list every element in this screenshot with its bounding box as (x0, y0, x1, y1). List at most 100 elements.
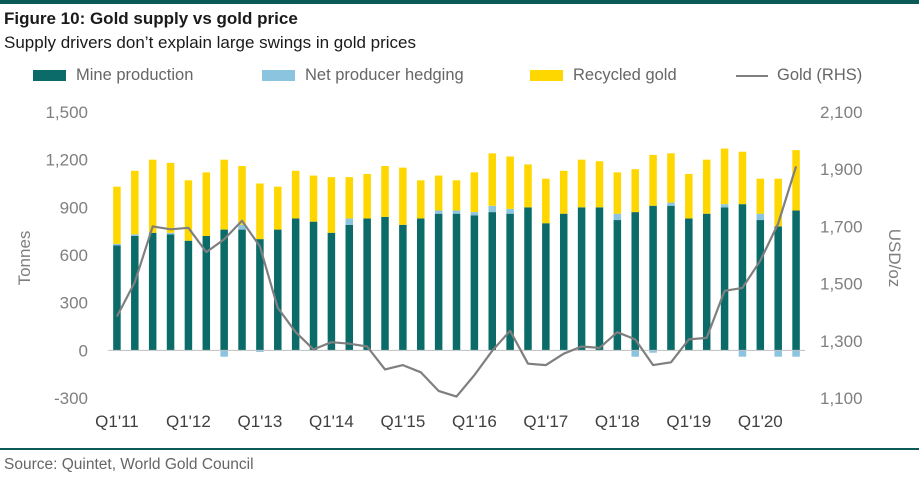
bar-recycled-gold (452, 180, 461, 211)
bar-recycled-gold (667, 153, 675, 203)
legend-swatch-recycled (530, 70, 563, 81)
bar-recycled-gold (184, 180, 193, 241)
bar-mine-production (595, 207, 604, 351)
x-axis-ticks: Q1'11 Q1'12 Q1'13 Q1'14 Q1'15 Q1'16 Q1'17 Q1'18… (95, 412, 783, 431)
bar-recycled-gold (434, 175, 443, 211)
bar-recycled-gold (577, 159, 586, 208)
chart-area: -300 0 300 600 900 1,200 1,500 1,100 1,300 1,500… (15, 103, 904, 431)
bar-net-producer-hedging (631, 350, 639, 357)
right-axis-tick-label: 1,500 (820, 275, 863, 294)
bar-net-producer-hedging (220, 350, 228, 357)
legend-label-hedging: Net producer hedging (305, 66, 464, 84)
bar-recycled-gold (166, 162, 175, 233)
bar-net-producer-hedging (238, 224, 246, 230)
bar-group (113, 148, 800, 357)
right-axis-tick-label: 1,100 (820, 389, 863, 408)
bar-net-producer-hedging (720, 204, 729, 208)
bar-net-producer-hedging (113, 243, 121, 246)
bar-mine-production (542, 223, 550, 351)
bar-net-producer-hedging (738, 350, 747, 357)
bar-recycled-gold (309, 175, 318, 222)
legend-label-recycled: Recycled gold (573, 66, 677, 84)
bar-mine-production (327, 232, 336, 351)
bar-recycled-gold (363, 173, 371, 219)
bar-mine-production (345, 224, 354, 351)
bar-net-producer-hedging (256, 350, 264, 352)
bar-mine-production (363, 218, 371, 351)
legend-item-hedging: Net producer hedging (262, 66, 464, 85)
bar-mine-production (202, 235, 211, 351)
bar-mine-production (488, 212, 496, 351)
right-axis-tick-label: 1,700 (820, 217, 863, 236)
bar-mine-production (452, 213, 461, 351)
bar-recycled-gold (738, 151, 747, 205)
bar-mine-production (113, 245, 121, 351)
bar-recycled-gold (345, 177, 354, 219)
right-axis-tick-label: 1,300 (820, 332, 863, 351)
left-axis-tick-label: 900 (60, 198, 88, 217)
bar-net-producer-hedging (131, 234, 139, 236)
bar-mine-production (506, 213, 514, 351)
bar-mine-production (309, 221, 318, 351)
bar-net-producer-hedging (649, 350, 657, 353)
top-rule (0, 0, 919, 4)
bar-recycled-gold (506, 156, 514, 209)
source-note: Source: Quintet, World Gold Council (4, 456, 254, 473)
left-axis-tick-label: 0 (79, 341, 88, 360)
bar-recycled-gold (202, 172, 211, 236)
left-axis-tick-label: 300 (60, 294, 88, 313)
bar-mine-production (649, 205, 657, 351)
bar-mine-production (720, 207, 729, 351)
legend-label-gold: Gold (RHS) (777, 66, 863, 84)
chart-title: Figure 10: Gold supply vs gold price (4, 9, 298, 28)
left-axis-tick-label: 600 (60, 246, 88, 265)
left-axis-tick-label: -300 (54, 389, 88, 408)
bar-mine-production (756, 220, 765, 351)
bar-recycled-gold (488, 153, 496, 206)
gold-price-line (115, 165, 798, 398)
bar-mine-production (685, 218, 693, 351)
bar-recycled-gold (327, 177, 336, 233)
bar-mine-production (577, 207, 586, 351)
bar-net-producer-hedging (792, 350, 800, 357)
bar-recycled-gold (256, 183, 264, 240)
bar-mine-production (148, 232, 157, 351)
x-axis-tick-label: Q1'20 (738, 412, 783, 431)
left-axis-label: Tonnes (15, 231, 34, 286)
bar-recycled-gold (238, 166, 246, 225)
bar-recycled-gold (131, 170, 139, 235)
bar-mine-production (613, 220, 622, 351)
bar-net-producer-hedging (756, 213, 765, 221)
bar-recycled-gold (613, 172, 622, 214)
bar-recycled-gold (291, 170, 300, 219)
bar-mine-production (774, 226, 782, 351)
x-axis-tick-label: Q1'14 (309, 412, 354, 431)
bar-recycled-gold (274, 186, 282, 230)
x-axis-tick-label: Q1'16 (452, 412, 497, 431)
bar-recycled-gold (381, 166, 389, 217)
bar-net-producer-hedging (434, 210, 443, 214)
legend-swatch-gold (736, 74, 768, 77)
right-axis-tick-label: 2,100 (820, 103, 863, 122)
bar-net-producer-hedging (345, 218, 354, 225)
bar-recycled-gold (649, 154, 657, 206)
bar-recycled-gold (542, 178, 550, 224)
bar-mine-production (166, 234, 175, 351)
bar-net-producer-hedging (774, 350, 782, 357)
right-axis-label: USD/oz (885, 229, 904, 288)
bar-recycled-gold (399, 167, 407, 225)
bar-recycled-gold (702, 159, 711, 214)
x-axis-tick-label: Q1'11 (95, 412, 139, 431)
legend-swatch-hedging (262, 70, 295, 81)
bar-mine-production (524, 207, 532, 351)
bar-mine-production (738, 204, 747, 351)
bar-recycled-gold (148, 159, 157, 233)
left-axis-tick-label: 1,500 (45, 103, 88, 122)
legend-item-gold: Gold (RHS) (736, 66, 862, 85)
bar-mine-production (417, 218, 425, 351)
bar-mine-production (667, 205, 675, 351)
bar-recycled-gold (756, 178, 765, 214)
bar-recycled-gold (524, 164, 532, 208)
x-axis-tick-label: Q1'12 (166, 412, 211, 431)
bar-mine-production (131, 235, 139, 351)
